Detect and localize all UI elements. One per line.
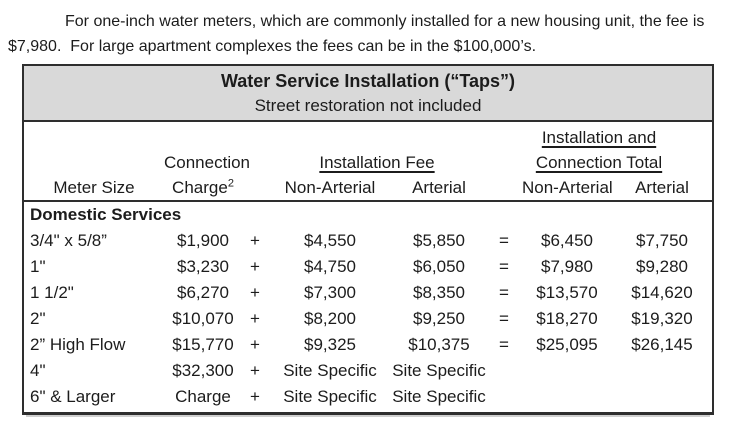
- cell-total-non-arterial: $7,980: [541, 257, 593, 276]
- header-row-1: Installation and: [24, 125, 712, 150]
- cell-connection-charge: $3,230: [177, 257, 229, 276]
- cell-total-arterial: $7,750: [636, 231, 688, 250]
- header-total-arterial: Arterial: [635, 178, 689, 197]
- table-body: Domestic Services 3/4" x 5/8” $1,900 + $…: [24, 202, 712, 412]
- fee-table: Water Service Installation (“Taps”) Stre…: [22, 64, 714, 415]
- table-subtitle: Street restoration not included: [254, 96, 482, 115]
- equals-sign: [486, 384, 522, 410]
- cell-connection-charge: $1,900: [177, 231, 229, 250]
- cell-fee-non-arterial: Site Specific: [283, 387, 377, 406]
- cell-fee-non-arterial: $7,300: [304, 283, 356, 302]
- equals-sign: [486, 358, 522, 384]
- cell-fee-arterial: Site Specific: [392, 361, 486, 380]
- table-row: 6" & Larger Charge + Site Specific Site …: [24, 384, 712, 410]
- equals-sign: =: [499, 257, 509, 276]
- cell-fee-arterial: $6,050: [413, 257, 465, 276]
- plus-sign: +: [250, 231, 260, 250]
- plus-sign: +: [250, 361, 260, 380]
- header-fee-non-arterial: Non-Arterial: [284, 178, 376, 197]
- cell-meter-size: 3/4" x 5/8”: [30, 231, 107, 250]
- table-row: 2" $10,070 + $8,200 $9,250 = $18,270 $19…: [24, 306, 712, 332]
- plus-sign: +: [250, 387, 260, 406]
- table-row: 2” High Flow $15,770 + $9,325 $10,375 = …: [24, 332, 712, 358]
- cell-connection-charge: $10,070: [172, 309, 234, 328]
- plus-sign: +: [250, 283, 260, 302]
- plus-sign: +: [250, 335, 260, 354]
- cell-total-non-arterial: [522, 358, 612, 384]
- table-row: 1 1/2" $6,270 + $7,300 $8,350 = $13,570 …: [24, 280, 712, 306]
- table-column-headers: Installation and Connection Installation…: [24, 122, 712, 202]
- header-total-non-arterial: Non-Arterial: [522, 178, 613, 197]
- table-title-block: Water Service Installation (“Taps”) Stre…: [24, 66, 712, 122]
- header-row-2: Connection Installation Fee Connection T…: [24, 150, 712, 175]
- cell-meter-size: 1 1/2": [30, 283, 74, 302]
- cell-meter-size: 4": [30, 361, 46, 380]
- cell-total-arterial: $26,145: [631, 335, 693, 354]
- intro-line-2: $7,980. For large apartment complexes th…: [8, 38, 537, 55]
- cell-total-arterial: [612, 384, 712, 410]
- cell-total-arterial: [612, 358, 712, 384]
- header-installation-fee: Installation Fee: [268, 150, 486, 175]
- cell-fee-arterial: $5,850: [413, 231, 465, 250]
- cell-total-arterial: $9,280: [636, 257, 688, 276]
- cell-meter-size: 2” High Flow: [30, 335, 126, 354]
- header-connection-line2: Charge2: [164, 175, 242, 200]
- cell-fee-non-arterial: $4,750: [304, 257, 356, 276]
- intro-line-1: For one-inch water meters, which are com…: [65, 13, 705, 30]
- cell-total-non-arterial: [522, 384, 612, 410]
- cell-total-non-arterial: $13,570: [536, 283, 598, 302]
- cell-fee-non-arterial: $8,200: [304, 309, 356, 328]
- cell-connection-charge: $6,270: [177, 283, 229, 302]
- cell-meter-size: 1": [30, 257, 46, 276]
- cell-fee-non-arterial: $4,550: [304, 231, 356, 250]
- cell-total-arterial: $14,620: [631, 283, 693, 302]
- plus-sign: +: [250, 309, 260, 328]
- equals-sign: =: [499, 231, 509, 250]
- equals-sign: =: [499, 309, 509, 328]
- section-header-domestic-services: Domestic Services: [30, 205, 182, 224]
- equals-sign: =: [499, 283, 509, 302]
- cell-total-non-arterial: $6,450: [541, 231, 593, 250]
- cell-connection-charge: $15,770: [172, 335, 234, 354]
- header-fee-arterial: Arterial: [412, 178, 466, 197]
- table-row: 1" $3,230 + $4,750 $6,050 = $7,980 $9,28…: [24, 254, 712, 280]
- header-total-line1-text: Installation and: [541, 128, 657, 147]
- cell-connection-charge: Charge: [175, 387, 231, 406]
- table-title: Water Service Installation (“Taps”): [220, 71, 516, 91]
- cell-total-arterial: $19,320: [631, 309, 693, 328]
- cell-total-non-arterial: $18,270: [536, 309, 598, 328]
- cell-connection-charge: $32,300: [172, 361, 234, 380]
- cell-fee-non-arterial: Site Specific: [283, 361, 377, 380]
- header-row-3: Meter Size Charge2 Non-Arterial Arterial…: [24, 175, 712, 200]
- cell-fee-arterial: $8,350: [413, 283, 465, 302]
- header-meter-size: Meter Size: [53, 178, 135, 197]
- cell-fee-arterial: $9,250: [413, 309, 465, 328]
- header-charge-footnote: 2: [227, 177, 234, 190]
- cell-meter-size: 6" & Larger: [30, 387, 116, 406]
- intro-paragraph: For one-inch water meters, which are com…: [8, 9, 720, 59]
- equals-sign: =: [499, 335, 509, 354]
- cell-fee-non-arterial: $9,325: [304, 335, 356, 354]
- cell-fee-arterial: Site Specific: [392, 387, 486, 406]
- header-total-line2: Connection Total: [486, 150, 712, 175]
- plus-sign: +: [250, 257, 260, 276]
- cell-meter-size: 2": [30, 309, 46, 328]
- header-installation-fee-text: Installation Fee: [319, 153, 435, 172]
- table-row: 3/4" x 5/8” $1,900 + $4,550 $5,850 = $6,…: [24, 228, 712, 254]
- cell-fee-arterial: $10,375: [408, 335, 470, 354]
- table-row: 4" $32,300 + Site Specific Site Specific: [24, 358, 712, 384]
- header-total-line2-text: Connection Total: [535, 153, 663, 172]
- header-total-line1: Installation and: [486, 125, 712, 150]
- header-connection-line1: Connection: [164, 153, 251, 172]
- cell-total-non-arterial: $25,095: [536, 335, 598, 354]
- header-charge-text: Charge: [172, 178, 228, 197]
